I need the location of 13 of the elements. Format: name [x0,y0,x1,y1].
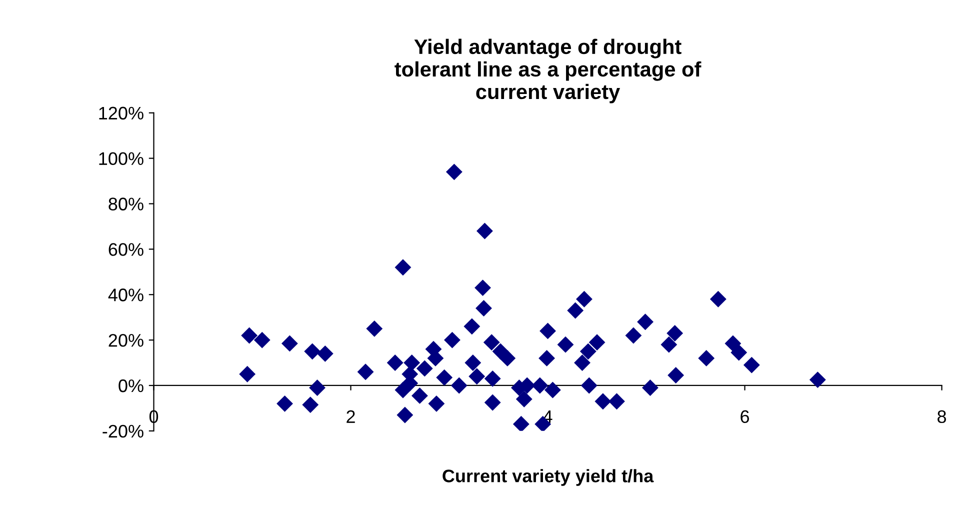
y-tick-label: 100% [99,152,144,166]
y-tick-label: 80% [108,198,144,210]
x-tick-label: 8 [938,410,946,424]
y-tick-label: -20% [102,424,144,438]
y-tick-label: 0% [118,379,144,392]
chart-title: Yield advantage of drought tolerant line as a percentage of current variety [394,38,702,104]
x-tick-label: 2 [346,410,355,423]
y-tick-label: 40% [108,288,144,302]
y-tick-label: 120% [99,106,144,120]
x-tick-label: 6 [740,410,750,424]
x-axis-title: Current variety yield t/ha [442,469,654,486]
y-tick-label: 20% [108,334,144,347]
y-tick-label: 60% [108,243,144,256]
